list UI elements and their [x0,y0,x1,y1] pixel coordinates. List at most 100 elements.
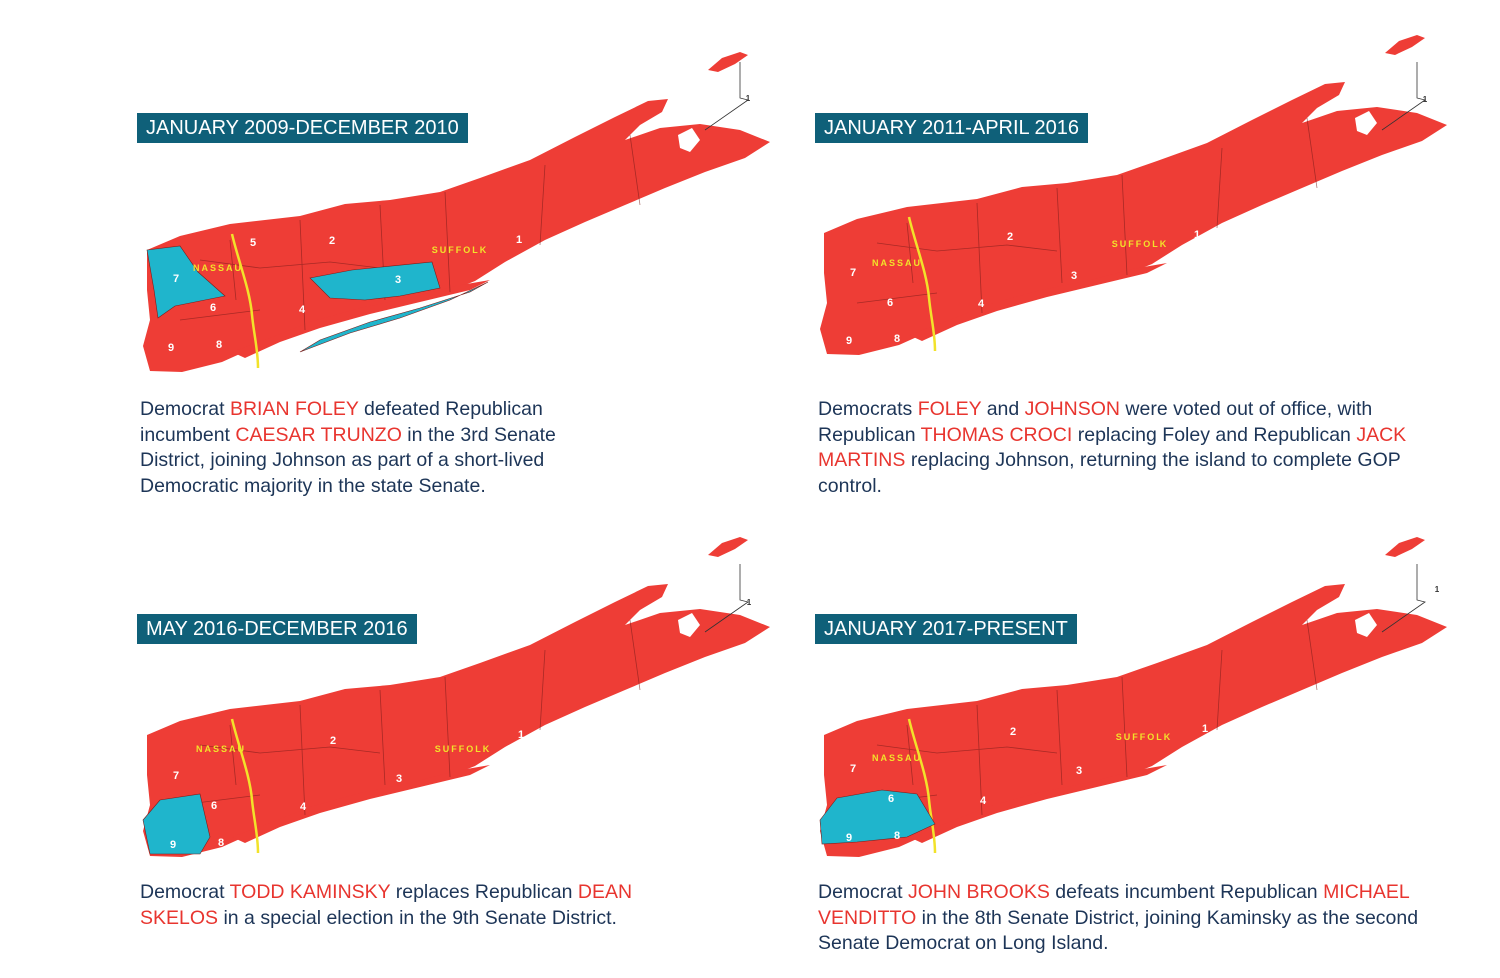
district-label: 2 [1010,726,1016,738]
barrier-beach [909,765,1167,843]
county-label: NASSAU [872,258,922,268]
district-label: 1 [1202,723,1208,735]
county-label: SUFFOLK [432,245,489,255]
caption-text: Democrat [140,398,230,420]
shelter-island [1355,613,1377,637]
barrier-beach [909,263,1167,341]
district-label: 1 [1423,95,1428,104]
district-label: 9 [168,342,174,354]
island-land [820,82,1447,355]
county-line [907,216,937,352]
caption: Democrat JOHN BROOKS defeats incumbent R… [818,880,1463,957]
district-label: 1 [746,94,751,103]
caption-name: JOHNSON [1024,398,1121,420]
district-label: 3 [396,773,402,785]
map-panel: 7 2 3 4 6 8 9 1 1 NASSAU SUFFOLK [819,537,1447,857]
caption-text: Democrats [818,398,918,420]
island-land [820,584,1447,857]
district-label: 7 [173,273,179,285]
district-label: 1 [1194,229,1200,241]
county-label: NASSAU [196,744,246,754]
fishers-island [708,537,748,557]
district-label: 8 [894,830,900,842]
district-label: 4 [978,298,985,310]
fishers-leader [704,62,749,131]
district-label: 3 [395,274,401,286]
barrier-beach [232,765,490,843]
fishers-leader [704,564,749,633]
district-lines [179,134,641,331]
caption-text: Democrat [140,881,230,903]
island [143,52,770,372]
map-panel: 7 2 3 4 6 8 9 1 1 NASSAU SUFFOLK [142,537,770,857]
district-label: 3 [1071,270,1077,282]
district-label: 1 [747,598,752,607]
fishers-island [1385,537,1425,557]
district-label: 7 [850,267,856,279]
shelter-island [678,128,700,152]
period-badge: JANUARY 2009-DECEMBER 2010 [137,113,468,143]
caption-text: defeats incumbent Republican [1049,881,1324,903]
district-label: 9 [846,335,852,347]
fishers-leader [1381,564,1426,633]
caption-name: BRIAN FOLEY [229,398,359,420]
district-lines [856,117,1318,314]
caption-name: FOLEY [917,398,982,420]
caption-text: replacing Foley and Republican [1072,423,1357,446]
district-label: 5 [250,237,256,249]
democrat-district [309,261,441,301]
island-land [143,99,770,372]
district-label: 7 [850,763,856,775]
democrat-district [819,789,936,845]
caption-text: defeated Republican incumbent [140,398,543,446]
period-badge: JANUARY 2011-APRIL 2016 [815,113,1088,143]
period-badge: MAY 2016-DECEMBER 2016 [137,614,417,644]
district-label: 6 [210,302,216,314]
caption: Democrat TODD KAMINSKY replaces Republic… [140,880,660,931]
shelter-island [678,613,700,637]
fishers-island [1385,35,1425,55]
county-line [230,718,260,854]
district-lines [856,619,1318,816]
democrat-district [146,245,226,319]
period-badge: JANUARY 2017-PRESENT [815,614,1077,644]
caption-name: THOMAS CROCI [920,423,1073,446]
caption: Democrat BRIAN FOLEY defeated Republican… [140,397,615,499]
county-label: SUFFOLK [1116,732,1173,742]
district-label: 6 [887,297,893,309]
island-land [143,584,770,857]
district-label: 1 [516,234,522,246]
district-label: 9 [170,839,176,851]
district-label: 6 [211,800,217,812]
caption-text: and [981,398,1025,420]
democrat-district [142,793,211,855]
caption-text: replacing Johnson, returning the island … [818,449,1401,497]
caption-text: in the 8th Senate District, joining Kami… [818,906,1419,955]
caption-text: were voted out of office, with Republica… [818,398,1373,446]
county-label: SUFFOLK [1112,239,1169,249]
district-label: 2 [329,235,335,247]
county-line [230,233,260,369]
island [143,537,770,857]
fishers-island [708,52,748,72]
island [820,537,1447,857]
caption-name: JACK MARTINS [818,423,1407,472]
caption-name: CAESAR TRUNZO [235,423,402,446]
district-label: 6 [888,793,894,805]
democrat-district [299,281,489,353]
caption-name: DEAN SKELOS [140,881,633,929]
caption: Democrats FOLEY and JOHNSON were voted o… [818,397,1418,499]
caption-text: replaces Republican [390,881,578,903]
district-lines [179,619,641,816]
county-label: NASSAU [872,753,922,763]
district-label: 8 [216,339,222,351]
caption-text: in the 3rd Senate District, joining John… [140,423,556,497]
district-label: 9 [846,832,852,844]
caption-name: JOHN BROOKS [907,881,1050,903]
district-label: 7 [173,770,179,782]
shelter-island [1355,111,1377,135]
map-panel: 7 2 3 4 6 8 9 1 1 NASSAU SUFFOLK [820,35,1447,355]
district-label: 8 [894,333,900,345]
